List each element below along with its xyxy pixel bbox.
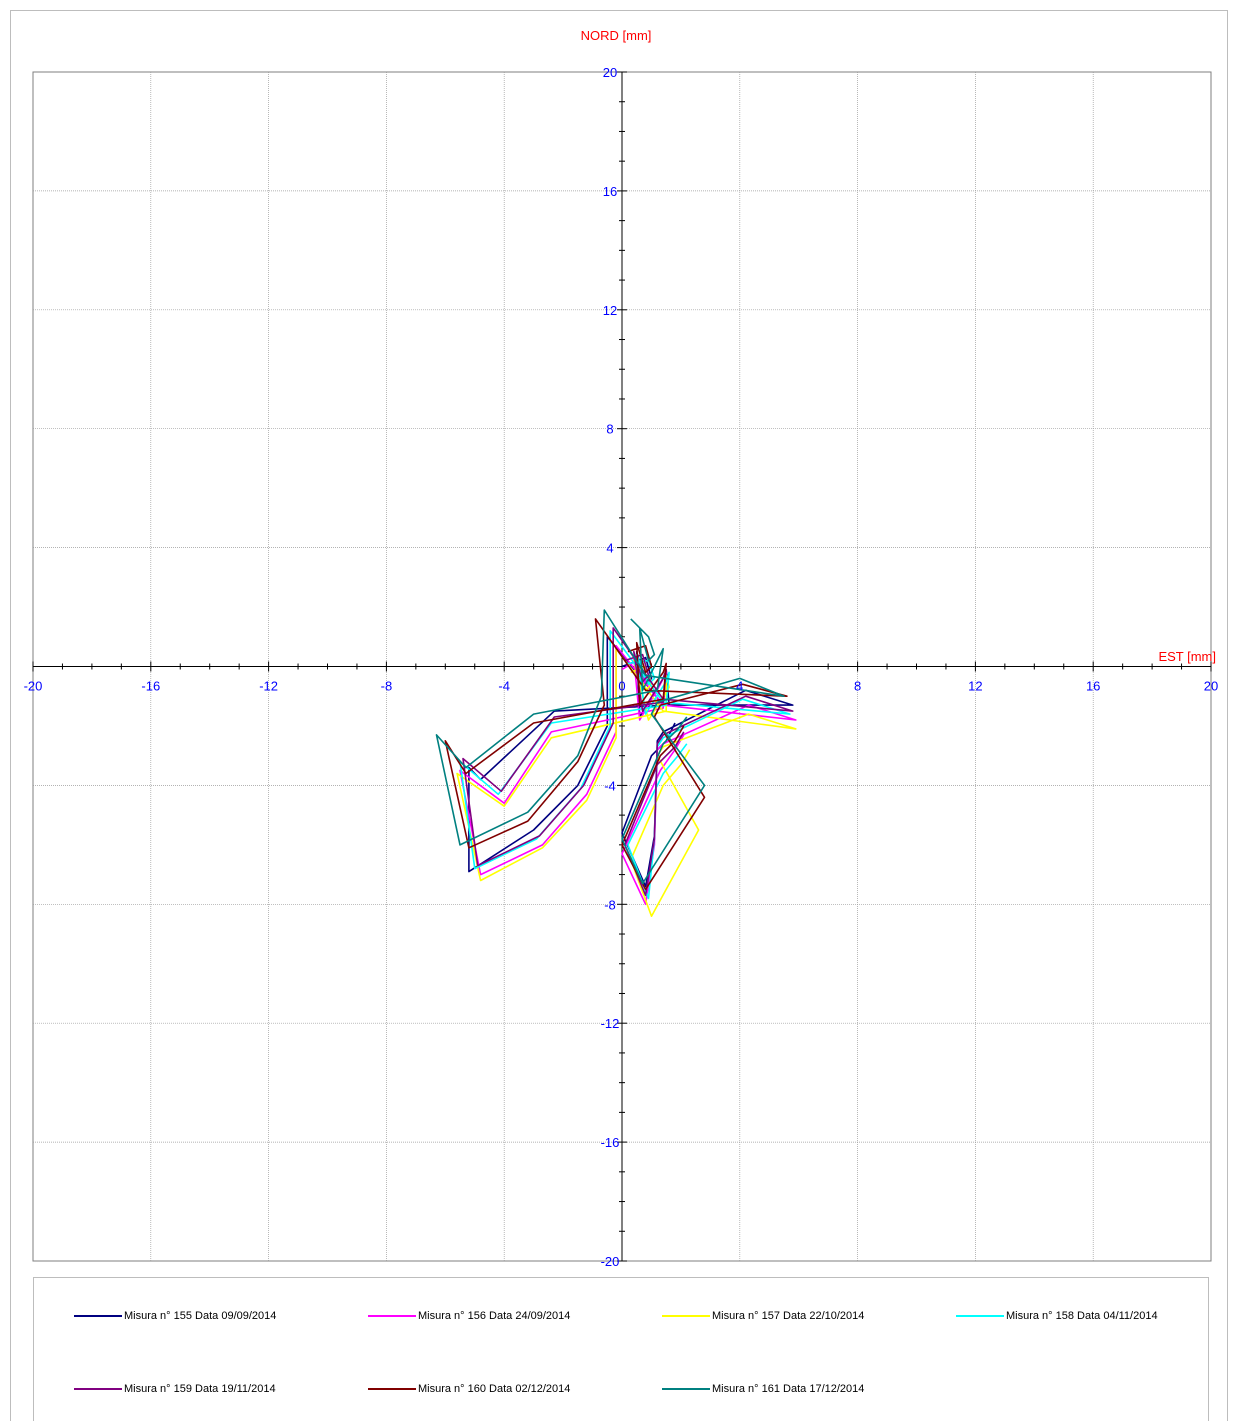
- legend-swatch: [74, 1315, 122, 1317]
- x-tick-label: 4: [736, 679, 743, 694]
- legend-item: Misura n° 161 Data 17/12/2014: [662, 1381, 864, 1397]
- legend-item: Misura n° 157 Data 22/10/2014: [662, 1308, 864, 1324]
- legend-swatch: [956, 1315, 1004, 1317]
- y-tick-label: 8: [606, 422, 613, 437]
- x-tick-label: 8: [854, 679, 861, 694]
- legend-item: Misura n° 159 Data 19/11/2014: [74, 1381, 276, 1397]
- x-tick-label: -12: [259, 679, 278, 694]
- x-tick-label: -8: [381, 679, 393, 694]
- legend-label: Misura n° 157 Data 22/10/2014: [712, 1310, 865, 1322]
- series-line: [459, 644, 797, 906]
- x-tick-label: -20: [24, 679, 43, 694]
- legend-swatch: [74, 1388, 122, 1390]
- y-tick-label: 12: [603, 303, 617, 318]
- legend: Misura n° 155 Data 09/09/2014 Misura n° 1…: [33, 1277, 1209, 1421]
- y-tick-label: -16: [601, 1135, 620, 1150]
- series-lines: [435, 609, 797, 918]
- tick-labels: -20 -16 -12 -8 -4 0 4 8 12 16 20 20 16 12 8 4 -4 -8 -12 -16…: [24, 65, 1219, 1269]
- chart-frame: [10, 10, 1228, 1421]
- y-axis-label: NORD [mm]: [581, 28, 652, 43]
- series-line: [435, 609, 785, 885]
- y-tick-label: -8: [604, 897, 616, 912]
- legend-item: Misura n° 158 Data 04/11/2014: [956, 1308, 1158, 1324]
- y-tick-label: 20: [603, 65, 617, 80]
- legend-item: Misura n° 160 Data 02/12/2014: [368, 1381, 570, 1397]
- series-line: [456, 647, 797, 918]
- y-tick-label: 4: [606, 541, 613, 556]
- legend-label: Misura n° 156 Data 24/09/2014: [418, 1310, 571, 1322]
- legend-label: Misura n° 158 Data 04/11/2014: [1006, 1310, 1158, 1322]
- legend-swatch: [368, 1388, 416, 1390]
- chart-svg: -20 -16 -12 -8 -4 0 4 8 12 16 20 20 16 12 8 4 -4 -8 -12 -16…: [24, 28, 1219, 1269]
- legend-label: Misura n° 161 Data 17/12/2014: [712, 1383, 865, 1395]
- x-tick-label: 0: [618, 679, 625, 694]
- x-tick-label: -4: [498, 679, 510, 694]
- y-tick-label: -4: [604, 778, 616, 793]
- y-tick-label: -20: [601, 1254, 620, 1269]
- legend-label: Misura n° 155 Data 09/09/2014: [124, 1310, 277, 1322]
- x-axis-label: EST [mm]: [1158, 649, 1216, 664]
- y-tick-label: 16: [603, 184, 617, 199]
- y-tick-label: -12: [601, 1016, 620, 1031]
- x-tick-label: -16: [141, 679, 160, 694]
- legend-item: Misura n° 155 Data 09/09/2014: [74, 1308, 276, 1324]
- x-tick-label: 16: [1086, 679, 1100, 694]
- legend-label: Misura n° 159 Data 19/11/2014: [124, 1383, 276, 1395]
- series-line: [444, 618, 788, 891]
- legend-swatch: [662, 1388, 710, 1390]
- legend-swatch: [368, 1315, 416, 1317]
- x-tick-label: 20: [1204, 679, 1218, 694]
- legend-swatch: [662, 1315, 710, 1317]
- legend-label: Misura n° 160 Data 02/12/2014: [418, 1383, 571, 1395]
- legend-item: Misura n° 156 Data 24/09/2014: [368, 1308, 570, 1324]
- x-tick-label: 12: [968, 679, 982, 694]
